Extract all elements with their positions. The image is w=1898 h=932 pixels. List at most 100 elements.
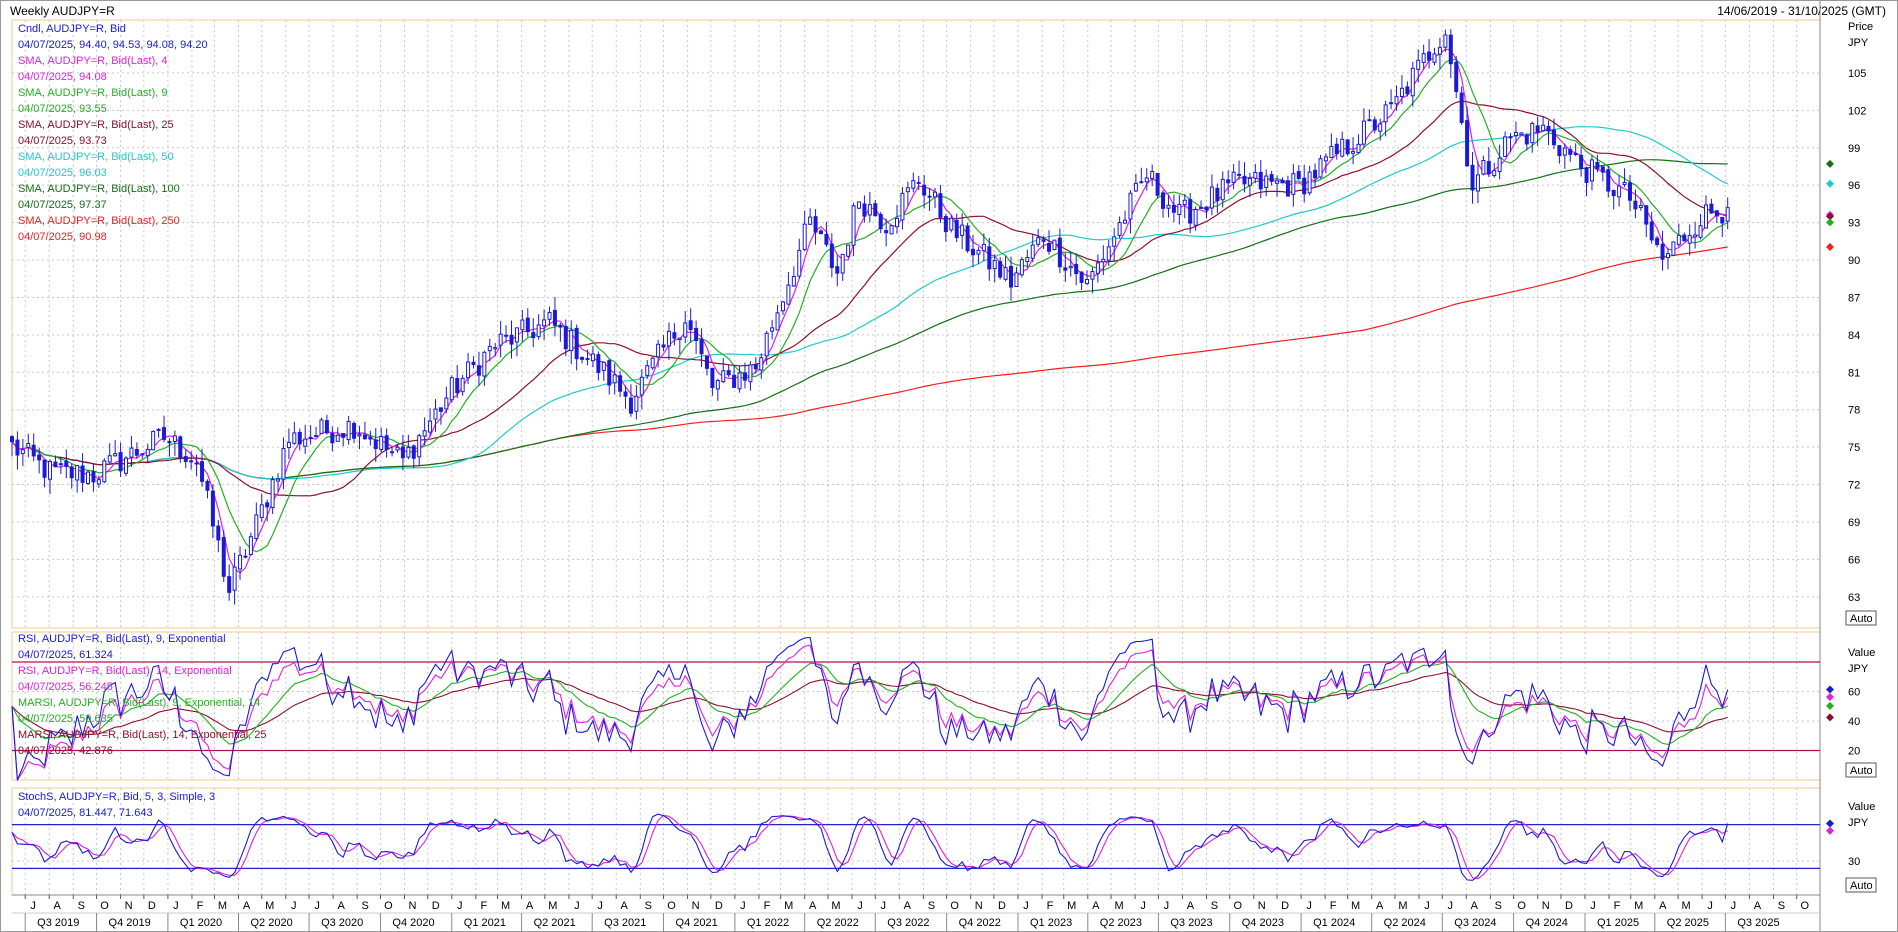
candle (618, 370, 623, 398)
candle-body (574, 327, 579, 360)
candle-body (145, 448, 150, 457)
month-label: F (197, 900, 204, 912)
candle-body (1052, 239, 1057, 251)
candle (742, 362, 747, 389)
candle-body (525, 317, 530, 333)
month-label: D (148, 900, 156, 912)
price-tick-label: 66 (1848, 554, 1860, 566)
candle-body (1133, 182, 1138, 192)
candle (210, 484, 215, 539)
candle-body (444, 397, 449, 410)
candle (162, 415, 167, 443)
candle-body (949, 217, 954, 231)
candle-body (471, 361, 476, 366)
candle (1649, 211, 1654, 244)
candle-body (433, 408, 438, 420)
candle (509, 320, 514, 359)
candle (563, 319, 568, 357)
candle-body (753, 363, 758, 370)
rsi-legend-name: RSI, AUDJPY=R, Bid(Last), 14, Exponentia… (18, 665, 232, 677)
marsi-14-line (11, 671, 1728, 736)
candle-body (791, 275, 796, 287)
candle (151, 430, 156, 451)
candle-body (1524, 134, 1529, 145)
candle-body (1095, 262, 1100, 274)
candle-body (1714, 210, 1719, 217)
candle (965, 223, 970, 253)
month-label: F (1614, 900, 1621, 912)
candle-body (601, 361, 606, 371)
candle (1720, 216, 1725, 237)
candle-body (1334, 143, 1339, 155)
candle (1410, 61, 1415, 107)
candle (1182, 194, 1187, 219)
candle (118, 442, 123, 478)
sma-9-line (11, 58, 1728, 553)
candle-body (851, 205, 856, 246)
month-label: M (265, 900, 274, 912)
candle (422, 417, 427, 446)
candle-body (227, 576, 232, 593)
month-label: M (1681, 900, 1690, 912)
candle (1237, 160, 1242, 181)
candle (96, 475, 101, 488)
candle (1356, 134, 1361, 154)
price-tick-label: 63 (1848, 592, 1860, 604)
candle (292, 421, 297, 445)
candle (791, 266, 796, 287)
month-label: O (384, 900, 393, 912)
candle-body (69, 466, 74, 479)
stoch-marker (1826, 819, 1834, 828)
rsi-marker (1826, 713, 1834, 722)
quarter-label: Q3 2024 (1454, 917, 1496, 929)
candle-body (411, 445, 416, 459)
candle-body (661, 344, 666, 348)
auto-button (1845, 762, 1877, 778)
candle-body (324, 420, 329, 434)
candle-body (1644, 205, 1649, 225)
candle (1155, 172, 1160, 199)
month-label: N (1258, 900, 1266, 912)
candle-body (75, 465, 80, 481)
price-tick-label: 96 (1848, 180, 1860, 192)
candle-body (1074, 263, 1079, 275)
candle-body (422, 430, 427, 437)
candle (107, 443, 112, 464)
candle-body (846, 244, 851, 257)
candle (900, 187, 905, 230)
candle-body (981, 243, 986, 252)
candle (1226, 170, 1231, 195)
candle (1427, 39, 1432, 69)
quarter-label: Q1 2025 (1597, 917, 1639, 929)
month-label: J (1424, 900, 1430, 912)
candle (623, 385, 628, 409)
candle-body (1546, 125, 1551, 132)
candle (1302, 164, 1307, 203)
candle (764, 330, 769, 365)
candle-body (1036, 237, 1041, 245)
price-legend-name: SMA, AUDJPY=R, Bid(Last), 4 (18, 55, 167, 67)
candle (1562, 143, 1567, 169)
candle (580, 356, 585, 364)
price-marker (1826, 179, 1834, 188)
candle (797, 238, 802, 279)
price-tick-label: 84 (1848, 330, 1860, 342)
candle (42, 459, 47, 488)
candle (1709, 198, 1714, 214)
candle-body (618, 375, 623, 392)
candle-body (308, 436, 313, 439)
month-label: O (1233, 900, 1242, 912)
candle (916, 175, 921, 190)
candle-body (37, 454, 42, 461)
candle (770, 319, 775, 340)
month-label: S (1778, 900, 1785, 912)
candle (362, 421, 367, 440)
candle-body (26, 442, 31, 448)
month-label: J (1164, 900, 1170, 912)
candle (341, 433, 346, 447)
month-label: D (432, 900, 440, 912)
candle (1600, 166, 1605, 182)
candle-body (509, 334, 514, 345)
